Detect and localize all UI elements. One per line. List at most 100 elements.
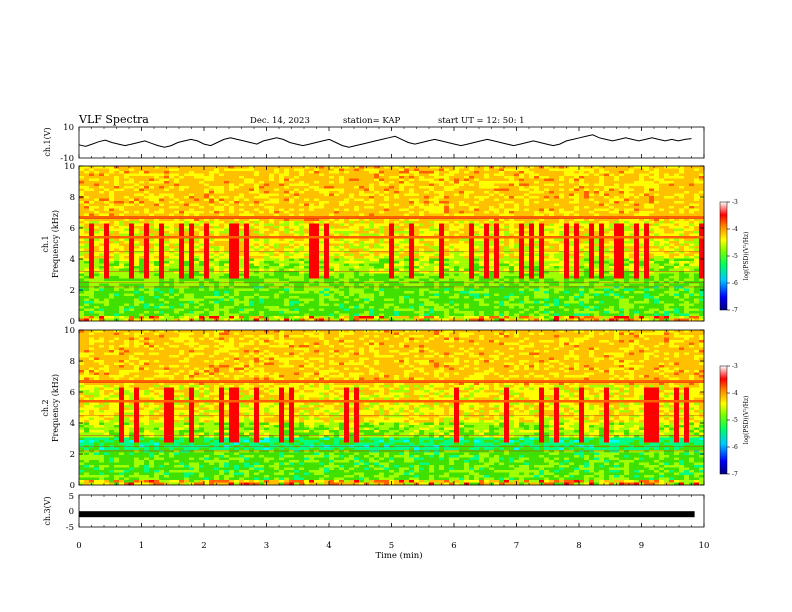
spectrogram-cell xyxy=(239,258,245,262)
spectrogram-cell xyxy=(624,256,630,259)
spectrogram-cell xyxy=(204,241,210,244)
spectrogram-cell xyxy=(659,241,665,244)
spectrogram-cell xyxy=(294,188,300,192)
spectrogram-cell xyxy=(689,241,695,244)
spectrogram-cell xyxy=(364,238,370,242)
spectrogram-cell xyxy=(84,248,90,252)
spectrogram-cell xyxy=(84,233,90,237)
spectrogram-cell xyxy=(424,231,430,234)
spectrogram-cell xyxy=(554,236,560,239)
spectrogram-cell xyxy=(259,196,265,199)
spectrogram-cell xyxy=(609,238,615,242)
spectrogram-cell xyxy=(689,246,695,249)
spectrogram-cell xyxy=(199,221,205,224)
spectrogram-cell xyxy=(414,253,420,257)
spectrogram-cell xyxy=(639,213,645,217)
spectrogram-cell xyxy=(644,241,650,244)
spectrogram-cell xyxy=(644,191,650,194)
spectrogram-cell xyxy=(559,213,565,217)
spectrogram-cell xyxy=(214,171,220,174)
spectrogram-cell xyxy=(184,171,190,174)
spectrogram-cell xyxy=(484,206,490,209)
spectrogram-cell xyxy=(639,258,645,262)
spectrogram-cell xyxy=(389,231,395,234)
spectrogram-cell xyxy=(559,211,565,214)
spectrogram-cell xyxy=(339,263,345,267)
spectrogram-cell xyxy=(519,198,525,202)
spectrogram-cell xyxy=(609,211,615,214)
spectrogram-cell xyxy=(299,241,305,244)
spectrogram-cell xyxy=(619,201,625,204)
spectrogram-cell xyxy=(209,231,215,234)
spectrogram-cell xyxy=(584,181,590,184)
spectrogram-cell xyxy=(194,261,200,264)
spectrogram-cell xyxy=(134,256,140,259)
spectrogram-cell xyxy=(699,208,705,212)
spectrogram-cell xyxy=(634,183,640,187)
spectrogram-cell xyxy=(414,193,420,197)
spectrogram-cell xyxy=(299,216,305,219)
spectrogram-cell xyxy=(594,211,600,214)
spectrogram-cell xyxy=(334,261,340,264)
spectrogram-cell xyxy=(309,166,315,169)
spectrogram-cell xyxy=(499,203,505,207)
spectrogram-cell xyxy=(109,251,115,254)
spectrogram-cell xyxy=(149,211,155,214)
spectrogram-cell xyxy=(544,176,550,179)
spectrogram-cell xyxy=(349,251,355,254)
spectrogram-cell xyxy=(399,183,405,187)
spectrogram-cell xyxy=(349,183,355,187)
spectrogram-cell xyxy=(404,186,410,189)
spectrogram-cell xyxy=(99,168,105,172)
spectrogram-cell xyxy=(549,256,555,259)
spectrogram-cell xyxy=(679,248,685,252)
spectrogram-cell xyxy=(689,221,695,224)
spectrogram-cell xyxy=(699,181,705,184)
spectrogram-cell xyxy=(504,211,510,214)
spectrogram-cell xyxy=(699,201,705,204)
spectrogram-cell xyxy=(124,233,130,237)
spectrogram-cell xyxy=(229,196,235,199)
spectrogram-cell xyxy=(349,171,355,174)
spectrogram-cell xyxy=(329,203,335,207)
spectrogram-cell xyxy=(169,223,175,227)
spectrogram-cell xyxy=(79,166,85,169)
spectrogram-cell xyxy=(394,248,400,252)
spectrogram-cell xyxy=(299,223,305,227)
spectrogram-cell xyxy=(584,191,590,194)
spectrogram-cell xyxy=(194,178,200,182)
spectrogram-cell xyxy=(209,181,215,184)
spectrogram-cell xyxy=(539,176,545,179)
spectrogram-cell xyxy=(629,173,635,177)
spectrogram-cell xyxy=(499,173,505,177)
spectrogram-cell xyxy=(359,251,365,254)
spectrogram-cell xyxy=(434,168,440,172)
spectrogram-cell xyxy=(279,226,285,229)
spectrogram-cell xyxy=(264,211,270,214)
spectrogram-cell xyxy=(274,203,280,207)
spectrogram-cell xyxy=(424,253,430,257)
spectrogram-cell xyxy=(244,166,250,169)
spectrogram-cell xyxy=(279,213,285,217)
spectrogram-cell xyxy=(304,196,310,199)
spectrogram-cell xyxy=(669,223,675,227)
spectrogram-cell xyxy=(429,246,435,249)
spectrogram-cell xyxy=(419,168,425,172)
spectrogram-cell xyxy=(404,218,410,222)
spectrogram-cell xyxy=(254,173,260,177)
spectrogram-cell xyxy=(379,183,385,187)
spectrogram-cell xyxy=(359,183,365,187)
spectrogram-cell xyxy=(404,213,410,217)
spectrogram-cell xyxy=(499,246,505,249)
spectrogram-cell xyxy=(169,243,175,247)
spectrogram-cell xyxy=(539,173,545,177)
spectrogram-cell xyxy=(269,173,275,177)
spectrogram-cell xyxy=(609,206,615,209)
spectrogram-cell xyxy=(204,261,210,264)
spectrogram-cell xyxy=(584,211,590,214)
spectrogram-cell xyxy=(424,223,430,227)
spectrogram-cell xyxy=(404,261,410,264)
spectrogram-cell xyxy=(179,221,185,224)
spectrogram-cell xyxy=(209,211,215,214)
spectrogram-cell xyxy=(384,188,390,192)
